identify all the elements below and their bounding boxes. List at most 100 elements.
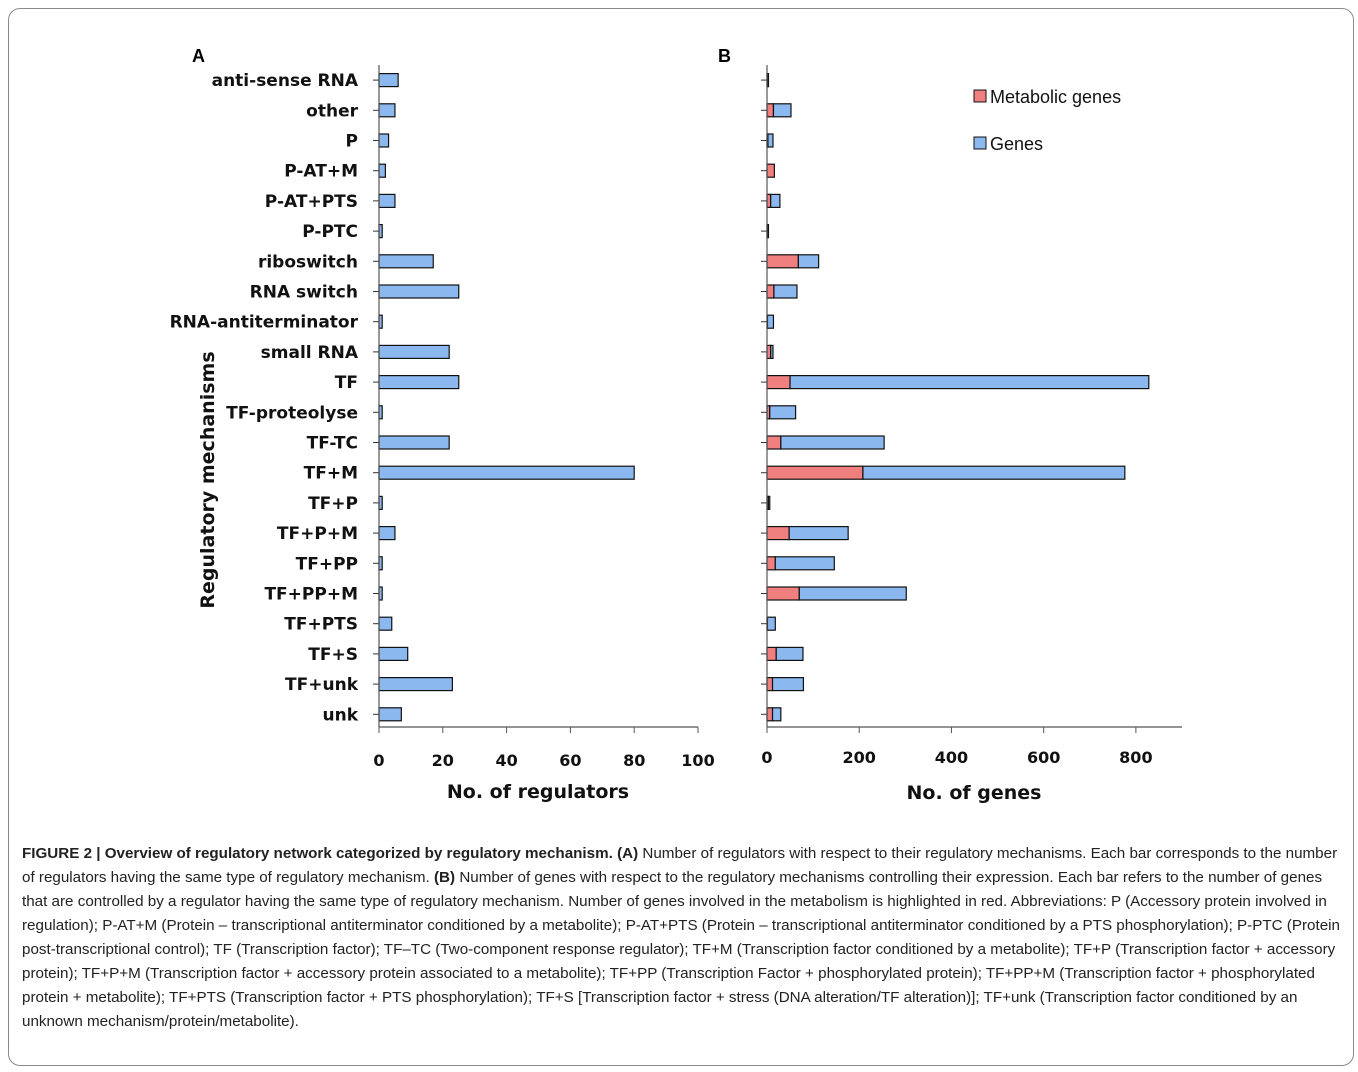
bar-regulators <box>378 72 399 88</box>
bar-regulators <box>378 676 453 692</box>
legend-swatch-metabolic <box>973 89 987 103</box>
x-tick-label: 400 <box>935 748 968 767</box>
bar-metabolic-genes <box>766 435 782 450</box>
category-label: TF+P <box>308 494 358 514</box>
legend: Metabolic genes Genes <box>973 87 1121 154</box>
bar-regulators <box>378 254 434 269</box>
category-label: P-AT+M <box>284 162 358 182</box>
category-label: TF+P+M <box>277 524 358 544</box>
y-axis-title: Regulatory mechanisms <box>197 351 219 608</box>
bar-regulators <box>378 344 450 359</box>
category-label: TF+PTS <box>284 615 358 635</box>
bar-genes <box>766 224 770 239</box>
x-tick-label: 20 <box>432 751 454 770</box>
bar-metabolic-genes <box>766 525 790 541</box>
bar-genes <box>766 314 775 329</box>
bar-metabolic-genes <box>766 586 800 601</box>
bar-genes <box>766 616 776 631</box>
figure-canvas: A B Regulatory mechanisms No. of regulat… <box>170 46 1182 804</box>
category-label: P <box>346 132 358 152</box>
category-label: TF+PP <box>296 554 358 574</box>
bar-genes <box>770 344 774 359</box>
bar-regulators <box>378 193 396 208</box>
bar-regulators <box>378 525 396 541</box>
bar-genes <box>771 707 782 722</box>
bar-metabolic-genes <box>766 103 775 118</box>
panel-label-a: A <box>192 46 205 66</box>
bar-regulators <box>378 465 635 480</box>
bar-metabolic-genes <box>766 375 791 390</box>
category-label: RNA switch <box>250 283 358 303</box>
bar-genes <box>769 405 797 420</box>
bar-regulators <box>378 646 409 662</box>
bar-metabolic-genes <box>766 163 775 178</box>
x-tick-label: 0 <box>761 748 772 767</box>
bar-genes <box>766 72 770 88</box>
figure-frame <box>8 8 1354 1066</box>
caption-b-marker: (B) <box>433 869 456 886</box>
bar-metabolic-genes <box>766 646 777 662</box>
category-label: TF+S <box>308 645 358 665</box>
category-label: riboswitch <box>258 252 358 272</box>
bar-genes <box>771 676 805 692</box>
bar-genes <box>862 465 1126 480</box>
bar-genes <box>780 435 885 450</box>
category-label: small RNA <box>261 343 359 363</box>
x-tick-label: 40 <box>495 751 517 770</box>
bar-genes <box>774 556 835 571</box>
x-tick-label: 200 <box>843 748 876 767</box>
bar-regulators <box>378 707 402 722</box>
bar-genes <box>772 103 792 118</box>
bar-genes <box>770 193 781 208</box>
category-label: P-AT+PTS <box>265 192 358 212</box>
bar-genes <box>798 586 907 601</box>
bar-genes <box>797 254 820 269</box>
bar-genes <box>767 133 774 148</box>
category-label: TF+M <box>304 464 358 484</box>
category-label: TF+unk <box>285 675 359 695</box>
bar-metabolic-genes <box>766 707 774 722</box>
bar-regulators <box>378 133 390 148</box>
x-axis-title-b: No. of genes <box>907 782 1042 804</box>
bar-regulators <box>378 616 393 631</box>
x-tick-label: 100 <box>681 751 714 770</box>
bar-genes <box>775 646 804 662</box>
bar-genes <box>767 495 771 510</box>
bar-genes <box>773 284 798 299</box>
x-tick-label: 800 <box>1119 748 1152 767</box>
bar-metabolic-genes <box>766 556 776 571</box>
figure-caption: FIGURE 2 | Overview of regulatory networ… <box>22 842 1340 1034</box>
legend-label-genes: Genes <box>990 134 1043 154</box>
bar-regulators <box>378 435 450 450</box>
x-axis-title-a: No. of regulators <box>447 781 629 803</box>
category-label: other <box>306 101 358 121</box>
caption-a-text: Number of regulators with respect to the… <box>22 845 1338 886</box>
x-tick-label: 0 <box>373 751 384 770</box>
bar-regulators <box>378 103 396 118</box>
panel-label-b: B <box>718 46 731 66</box>
bar-regulators <box>378 284 460 299</box>
bar-regulators <box>378 163 386 178</box>
chart-b-genes: 0 200 400 600 800 <box>761 65 1182 767</box>
bar-metabolic-genes <box>766 254 799 269</box>
category-label: TF-TC <box>307 434 358 454</box>
legend-label-metabolic: Metabolic genes <box>990 87 1121 107</box>
bar-genes <box>789 375 1150 390</box>
x-tick-label: 600 <box>1027 748 1060 767</box>
caption-a-marker: (A) <box>617 845 639 862</box>
category-label: TF-proteolyse <box>226 403 358 423</box>
category-label: anti-sense RNA <box>212 71 359 91</box>
x-tick-label: 60 <box>559 751 581 770</box>
caption-b-text: Number of genes with respect to the regu… <box>22 869 1340 1030</box>
legend-swatch-genes <box>973 136 987 150</box>
category-label: RNA-antiterminator <box>170 313 359 333</box>
category-label: P-PTC <box>302 222 358 242</box>
bar-metabolic-genes <box>766 676 774 692</box>
bar-genes <box>788 525 849 541</box>
category-label: TF+PP+M <box>264 585 358 605</box>
bar-regulators <box>378 375 460 390</box>
bar-metabolic-genes <box>766 284 775 299</box>
category-label: unk <box>322 705 358 725</box>
bar-metabolic-genes <box>766 465 864 480</box>
chart-a-regulators: anti-sense RNA other P P-AT+M P-AT+PTS P-PTC r… <box>170 65 715 770</box>
